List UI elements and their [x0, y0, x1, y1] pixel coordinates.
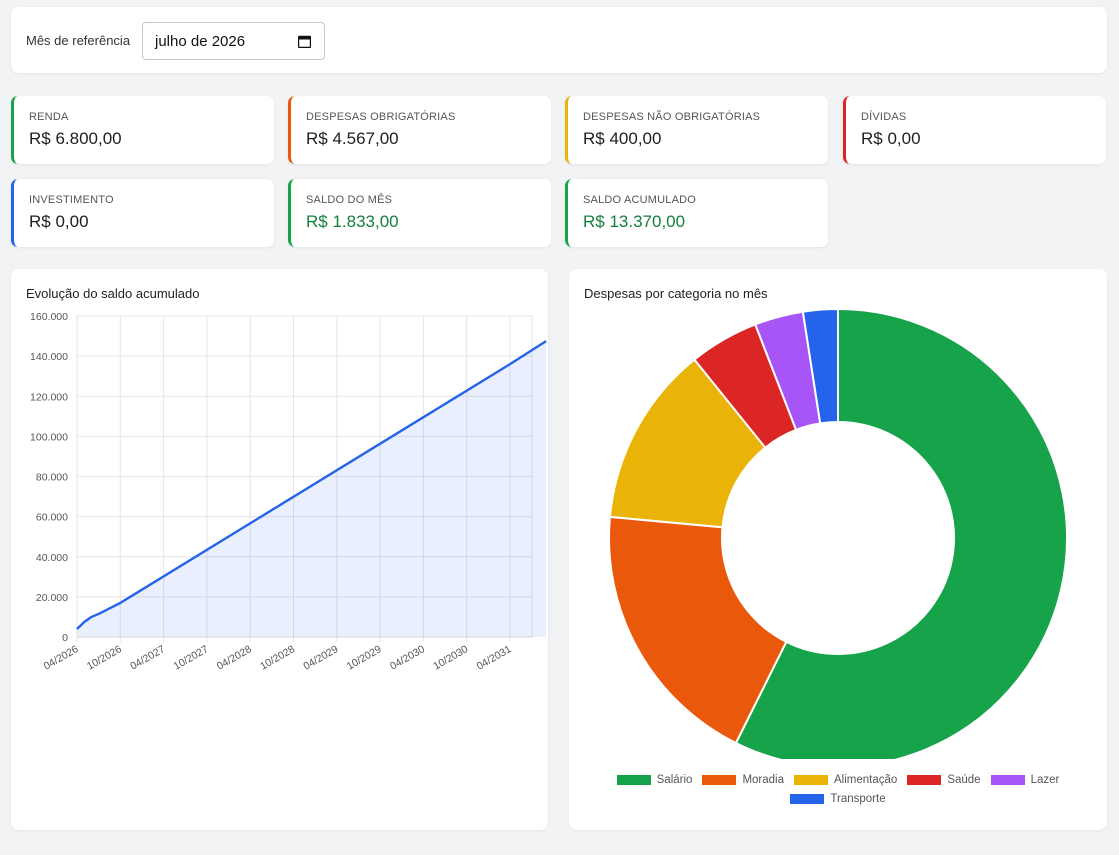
chart-title: Evolução do saldo acumulado	[26, 286, 200, 301]
chart-title: Despesas por categoria no mês	[584, 286, 768, 301]
x-tick-label: 04/2027	[128, 643, 167, 672]
legend-label: Moradia	[742, 774, 785, 786]
legend-swatch	[702, 775, 737, 785]
series-line	[76, 340, 547, 630]
y-tick-label: 60.000	[36, 512, 68, 524]
x-tick-label: 04/2028	[215, 643, 254, 672]
card-renda: RENDA R$ 6.800,00	[11, 96, 274, 164]
x-tick-label: 04/2026	[42, 643, 81, 672]
legend-label: Alimentação	[834, 774, 898, 786]
y-tick-label: 160.000	[30, 311, 68, 323]
card-value: R$ 400,00	[583, 129, 662, 148]
card-investimento: INVESTIMENTO R$ 0,00	[11, 179, 274, 247]
calendar-icon[interactable]	[298, 35, 311, 48]
expenses-doughnut-chart	[608, 307, 1068, 759]
legend-swatch	[790, 794, 825, 804]
x-tick-label: 10/2030	[431, 643, 470, 672]
card-despesas-obrigatorias: DESPESAS OBRIGATÓRIAS R$ 4.567,00	[288, 96, 551, 164]
card-title: RENDA	[29, 111, 69, 123]
legend-swatch	[794, 775, 829, 785]
slice-salário[interactable]	[734, 307, 1068, 759]
legend-swatch	[907, 775, 942, 785]
card-title: DESPESAS OBRIGATÓRIAS	[306, 111, 456, 123]
card-saldo-do-mes: SALDO DO MÊS R$ 1.833,00	[288, 179, 551, 247]
y-tick-label: 40.000	[36, 552, 68, 564]
card-title: DESPESAS NÃO OBRIGATÓRIAS	[583, 111, 761, 123]
legend-item[interactable]: Moradia	[702, 774, 784, 786]
month-label: Mês de referência	[26, 33, 131, 48]
legend-item[interactable]: Transporte	[790, 793, 886, 805]
legend-label: Salário	[656, 774, 693, 786]
y-tick-label: 120.000	[30, 391, 68, 403]
slice-transporte[interactable]	[801, 307, 839, 425]
legend-swatch	[990, 775, 1025, 785]
legend-item[interactable]: Alimentação	[794, 774, 897, 786]
chart-legend: Salário Moradia Alimentação Saúde Lazer Trans…	[569, 774, 1107, 812]
balance-line-chart: 0 20.000 40.000 60.000 80.000 100.000 120.000 1…	[30, 311, 547, 673]
card-title: INVESTIMENTO	[29, 194, 114, 206]
x-tick-label: 10/2029	[345, 643, 384, 672]
card-value: R$ 13.370,00	[583, 212, 686, 231]
month-input[interactable]: julho de 2026	[142, 22, 325, 60]
legend-label: Saúde	[947, 774, 981, 786]
y-tick-label: 20.000	[36, 592, 68, 604]
x-tick-label: 10/2027	[172, 643, 211, 672]
card-value: R$ 6.800,00	[29, 129, 122, 148]
x-tick-label: 10/2026	[85, 643, 124, 672]
slice-moradia[interactable]	[608, 515, 788, 745]
card-value: R$ 1.833,00	[306, 212, 399, 231]
card-value: R$ 0,00	[861, 129, 921, 148]
y-tick-label: 100.000	[30, 431, 68, 443]
y-tick-label: 80.000	[36, 472, 68, 484]
legend-label: Transporte	[830, 793, 886, 805]
legend-item[interactable]: Lazer	[990, 774, 1060, 786]
x-tick-label: 04/2029	[301, 643, 340, 672]
legend-item[interactable]: Salário	[616, 774, 693, 786]
card-title: SALDO ACUMULADO	[583, 194, 697, 206]
legend-item[interactable]: Saúde	[907, 774, 981, 786]
y-tick-label: 0	[62, 632, 68, 644]
legend-label: Lazer	[1030, 774, 1060, 786]
x-tick-label: 04/2031	[475, 643, 514, 672]
y-tick-label: 140.000	[30, 351, 68, 363]
x-tick-label: 04/2030	[388, 643, 427, 672]
expenses-chart-panel: Despesas por categoria no mês Salário Mor…	[569, 269, 1107, 830]
card-title: DÍVIDAS	[861, 111, 907, 123]
card-value: R$ 4.567,00	[306, 129, 399, 148]
card-saldo-acumulado: SALDO ACUMULADO R$ 13.370,00	[565, 179, 828, 247]
balance-chart-panel: Evolução do saldo acumulado 0 20.000 40.00…	[11, 269, 548, 830]
filter-bar: Mês de referência julho de 2026	[11, 7, 1107, 73]
card-title: SALDO DO MÊS	[306, 194, 393, 206]
card-despesas-nao-obrigatorias: DESPESAS NÃO OBRIGATÓRIAS R$ 400,00	[565, 96, 828, 164]
legend-swatch	[616, 775, 651, 785]
month-input-value: julho de 2026	[155, 33, 246, 50]
card-dividas: DÍVIDAS R$ 0,00	[843, 96, 1106, 164]
card-value: R$ 0,00	[29, 212, 89, 231]
x-tick-label: 10/2028	[258, 643, 297, 672]
